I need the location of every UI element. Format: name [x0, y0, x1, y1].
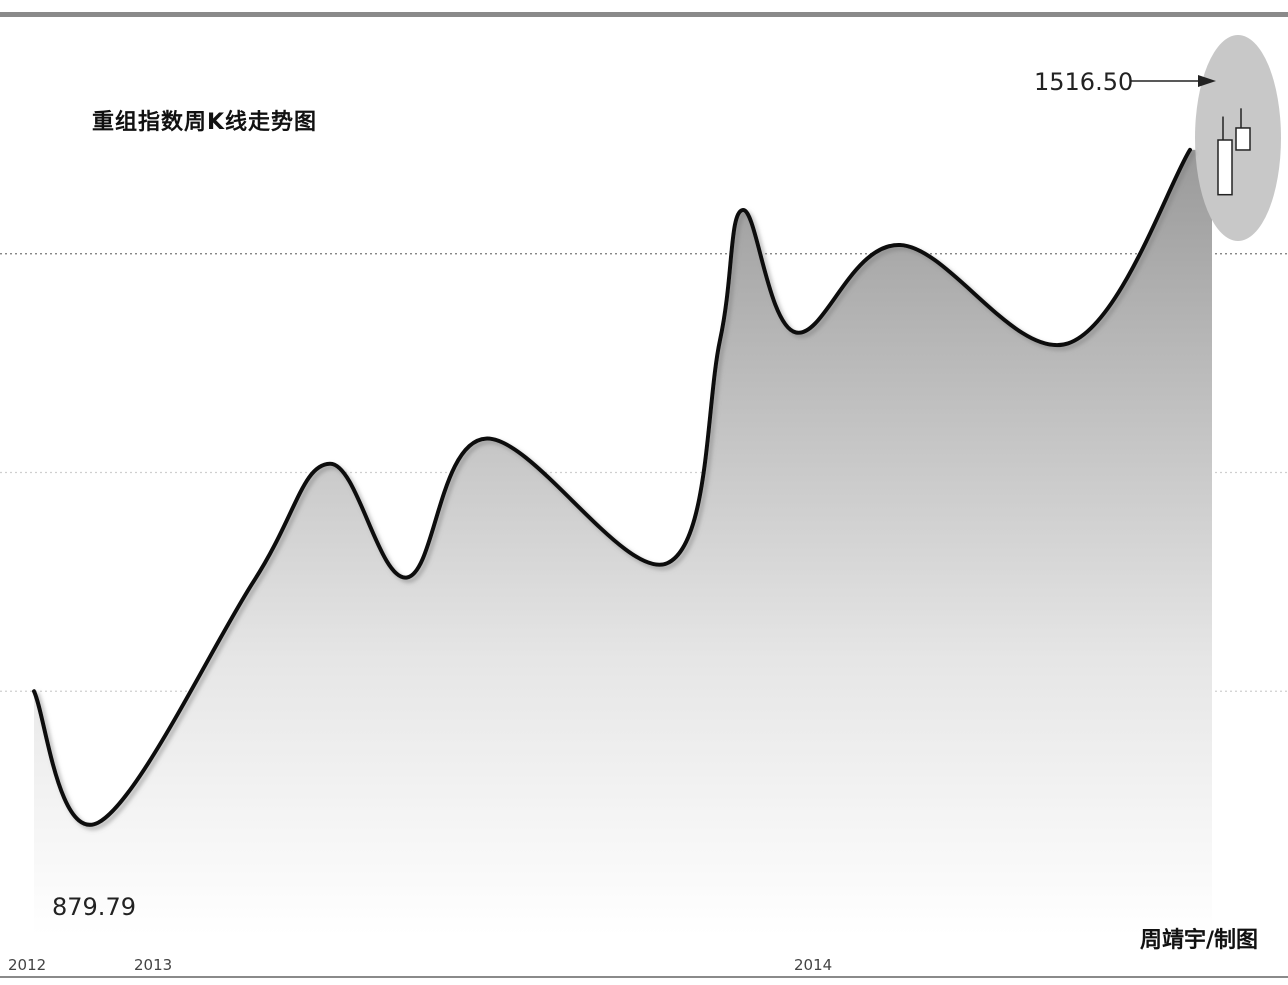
candle-body-1 [1235, 127, 1251, 151]
high-arrow-head [1198, 75, 1216, 87]
x-tick-2014: 2014 [794, 956, 833, 974]
top-border [0, 12, 1288, 17]
chart-credit: 周靖宇/制图 [1140, 928, 1259, 953]
series-line [32, 147, 1192, 827]
series-area-fill [34, 149, 1212, 935]
high-point-label: 1516.50 [1034, 68, 1134, 96]
low-point-label: 879.79 [52, 893, 136, 921]
x-tick-2012: 2012 [8, 956, 47, 974]
candle-body-0 [1217, 139, 1233, 196]
chart-title: 重组指数周K线走势图 [92, 110, 318, 135]
x-tick-2013: 2013 [134, 956, 173, 974]
bottom-border [0, 976, 1288, 978]
